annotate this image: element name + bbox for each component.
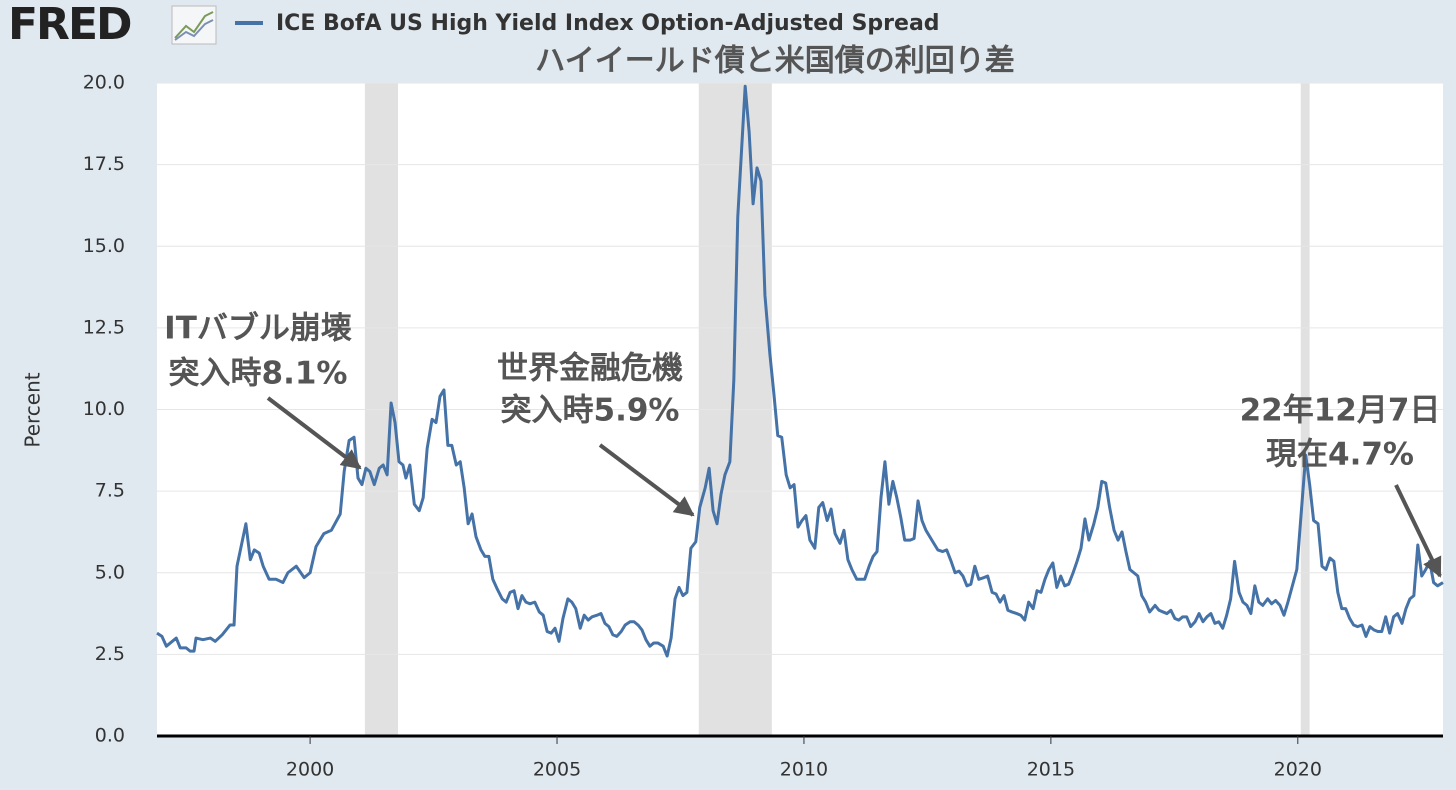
annotation: 現在4.7% (1266, 437, 1414, 473)
y-tick-label: 7.5 (95, 480, 125, 502)
logo[interactable]: FRED (8, 0, 133, 50)
x-tick-label: 2005 (533, 759, 581, 781)
chart-title: ハイイールド債と米国債の利回り差 (535, 44, 1014, 79)
logo-icon (171, 5, 217, 45)
annotation: 突入時5.9% (501, 393, 680, 429)
legend-label[interactable]: ICE BofA US High Yield Index Option-Adju… (276, 11, 940, 36)
annotation: 突入時8.1% (169, 356, 348, 392)
annotation: 22年12月7日 (1240, 393, 1441, 429)
annotation-arrow (266, 396, 362, 470)
y-tick-label: 2.5 (95, 643, 125, 665)
x-tick-label: 2000 (286, 759, 334, 781)
annotation-arrow (598, 443, 695, 517)
y-tick-label: 10.0 (83, 398, 125, 420)
y-tick-label: 15.0 (83, 235, 125, 257)
y-tick-label: 20.0 (83, 72, 125, 94)
y-tick-label: 0.0 (95, 725, 125, 747)
annotation-arrow (1394, 484, 1442, 578)
annotation: 世界金融危機 (497, 351, 683, 387)
y-tick-label: 5.0 (95, 561, 125, 583)
x-tick-label: 2020 (1274, 759, 1322, 781)
y-axis-label: Percent (21, 372, 45, 447)
series-line (156, 84, 1444, 658)
x-tick-label: 2010 (780, 759, 828, 781)
annotation: ITバブル崩壊 (164, 311, 352, 347)
x-tick-label: 2015 (1027, 759, 1075, 781)
y-tick-label: 17.5 (83, 153, 125, 175)
y-tick-label: 12.5 (83, 316, 125, 338)
